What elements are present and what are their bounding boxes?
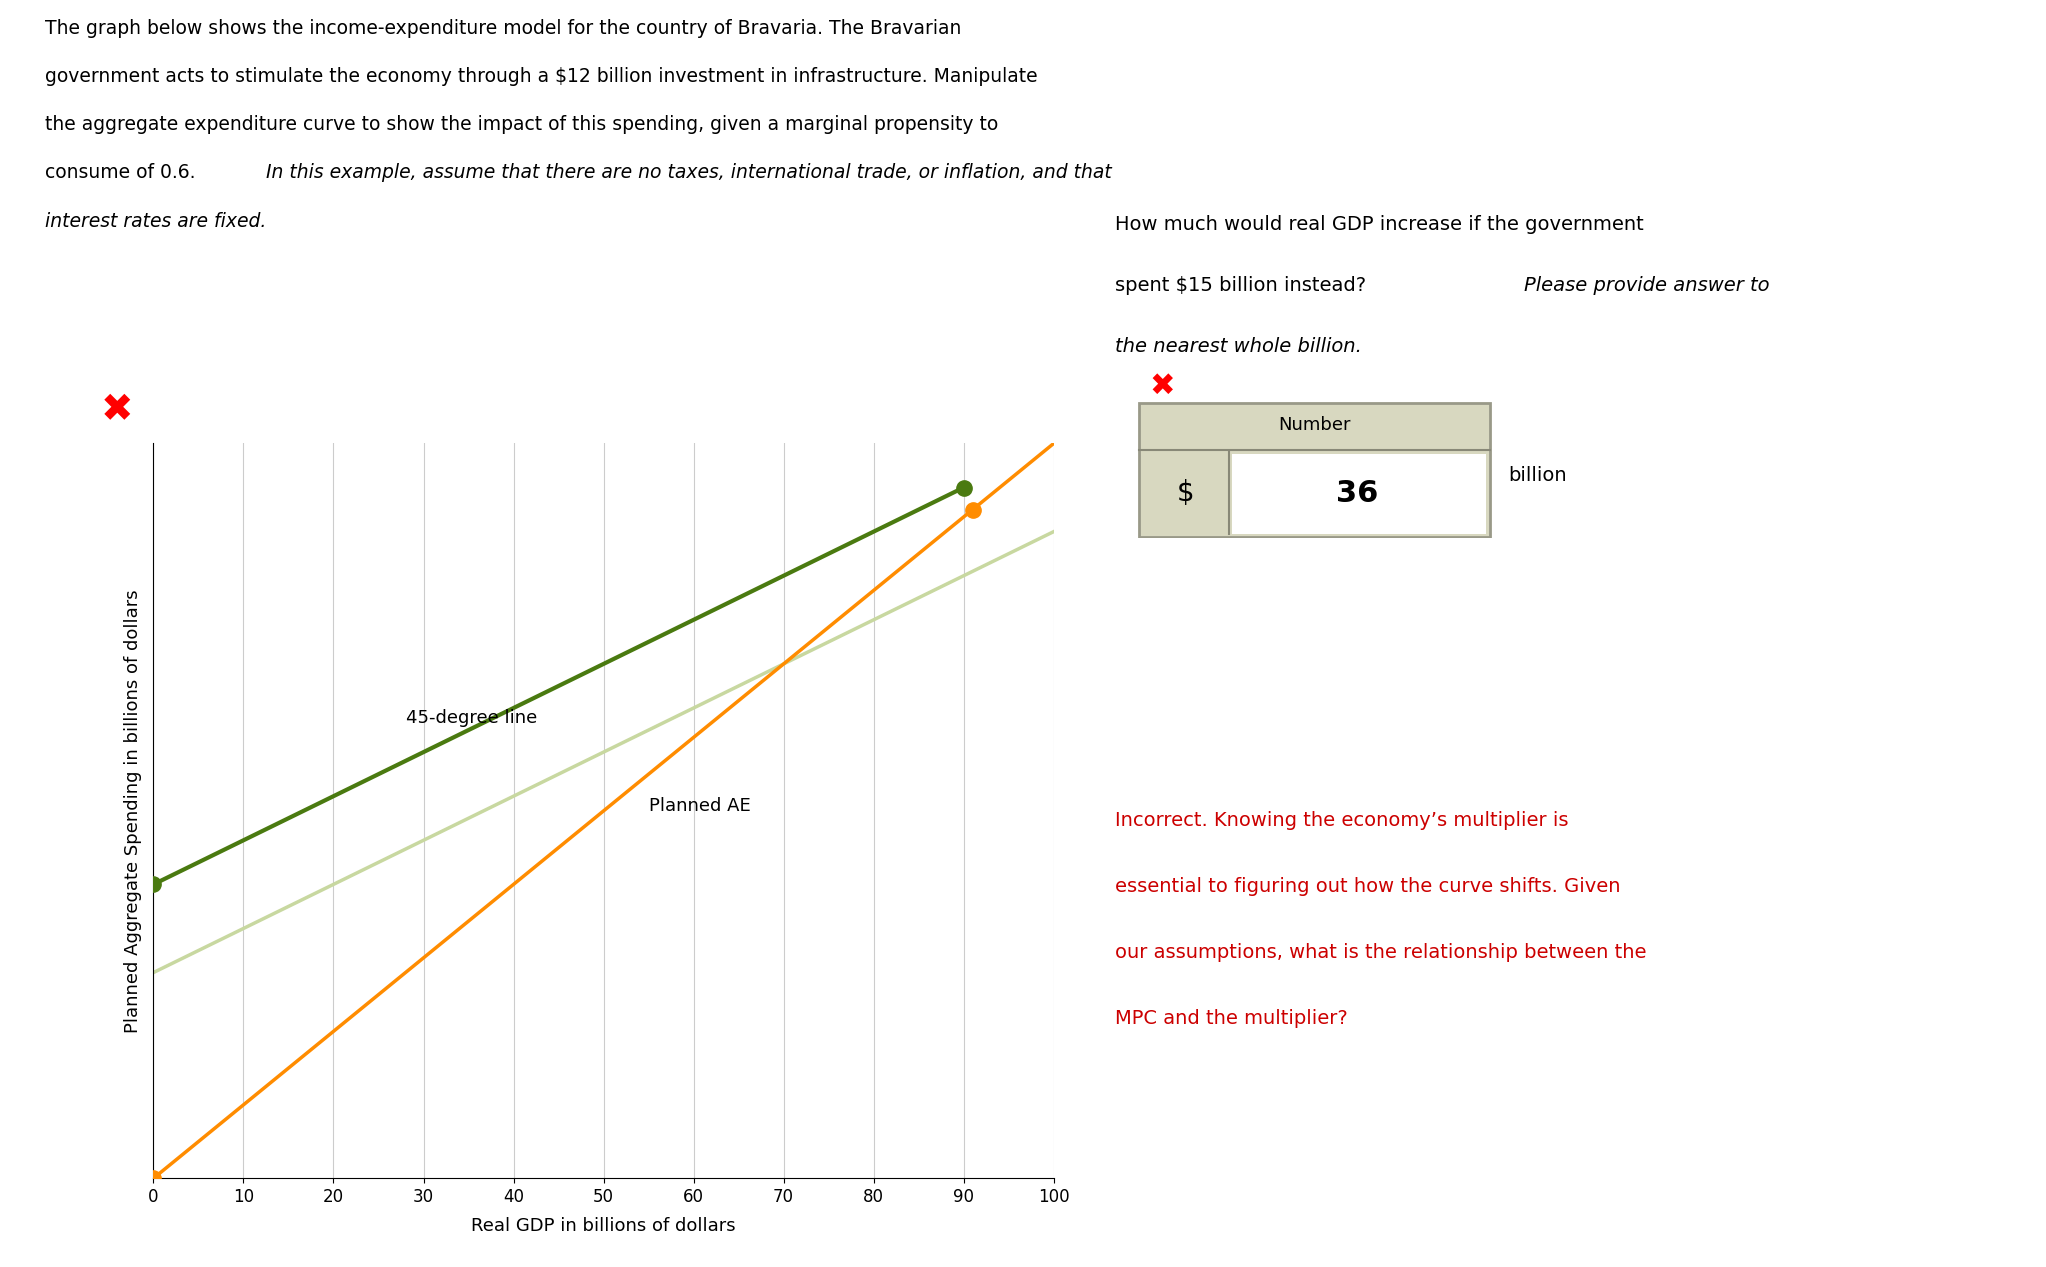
Text: ✖: ✖ [100,390,133,428]
Text: Planned AE: Planned AE [649,797,751,815]
Text: the aggregate expenditure curve to show the impact of this spending, given a mar: the aggregate expenditure curve to show … [45,115,998,134]
Text: the nearest whole billion.: the nearest whole billion. [1115,337,1363,356]
Text: MPC and the multiplier?: MPC and the multiplier? [1115,1009,1348,1028]
Text: government acts to stimulate the economy through a $12 billion investment in inf: government acts to stimulate the economy… [45,67,1037,86]
Text: ✖: ✖ [1150,372,1174,400]
X-axis label: Real GDP in billions of dollars: Real GDP in billions of dollars [471,1218,737,1235]
FancyBboxPatch shape [1140,403,1489,537]
Text: 45-degree line: 45-degree line [405,708,536,727]
Y-axis label: Planned Aggregate Spending in billions of dollars: Planned Aggregate Spending in billions o… [125,589,143,1033]
Text: our assumptions, what is the relationship between the: our assumptions, what is the relationshi… [1115,943,1647,962]
Text: $: $ [1176,479,1195,507]
FancyBboxPatch shape [1232,454,1485,535]
Text: In this example, assume that there are no taxes, international trade, or inflati: In this example, assume that there are n… [266,163,1111,182]
Text: Please provide answer to: Please provide answer to [1524,276,1770,295]
Text: The graph below shows the income-expenditure model for the country of Bravaria. : The graph below shows the income-expendi… [45,19,962,38]
Text: essential to figuring out how the curve shifts. Given: essential to figuring out how the curve … [1115,877,1620,896]
Text: consume of 0.6.: consume of 0.6. [45,163,201,182]
Text: Incorrect. Knowing the economy’s multiplier is: Incorrect. Knowing the economy’s multipl… [1115,811,1569,830]
Text: spent $15 billion instead?: spent $15 billion instead? [1115,276,1373,295]
Text: Number: Number [1279,416,1350,433]
Text: 36: 36 [1336,479,1379,508]
Text: interest rates are fixed.: interest rates are fixed. [45,212,266,231]
Text: How much would real GDP increase if the government: How much would real GDP increase if the … [1115,215,1643,234]
Text: billion: billion [1508,466,1567,484]
